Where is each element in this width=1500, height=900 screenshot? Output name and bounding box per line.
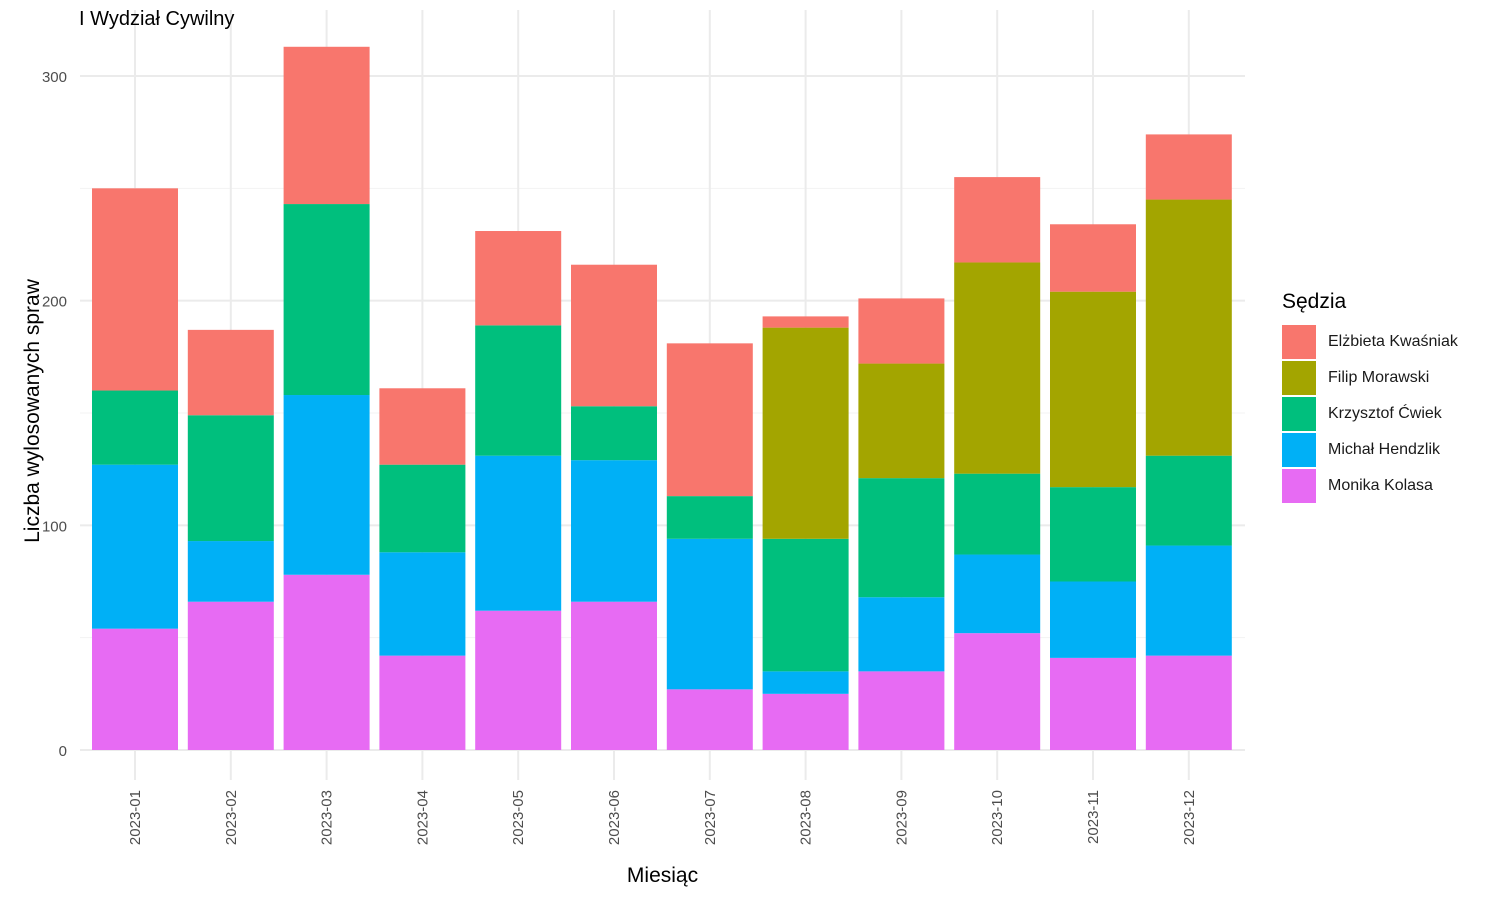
bar-segment	[1145, 199, 1232, 456]
bar-segment	[762, 327, 849, 539]
x-axis-label: Miesiąc	[626, 864, 699, 887]
legend-label: Filip Morawski	[1328, 369, 1430, 386]
legend-swatch	[1282, 397, 1316, 431]
x-tick-labels: 2023-01 2023-02 2023-03 2023-04 2023-05 2023-…	[127, 790, 1198, 845]
bar-segment	[954, 262, 1041, 474]
x-tick-label: 2023-10	[989, 790, 1006, 845]
bar-segment	[762, 671, 849, 694]
bar-segment	[858, 671, 945, 750]
legend: Sędzia Elżbieta Kwaśniak Filip Morawski Kr…	[1282, 290, 1458, 504]
legend-item: Filip Morawski	[1282, 360, 1458, 396]
legend-swatch	[1282, 361, 1316, 395]
bar-segment	[475, 455, 562, 611]
bar-segment	[1050, 581, 1136, 658]
bar-segment	[475, 231, 562, 326]
bar-segment	[1050, 487, 1136, 582]
x-tick-label: 2023-06	[606, 790, 623, 845]
bar-segment	[1050, 291, 1136, 488]
bar-segment	[379, 388, 466, 465]
y-tick-label: 300	[42, 69, 67, 86]
bar-segment	[954, 177, 1041, 263]
legend-swatch	[1282, 469, 1316, 503]
bar-segment	[762, 693, 849, 750]
legend-title: Sędzia	[1282, 290, 1347, 313]
bar-segment	[1145, 455, 1232, 546]
bar-segment	[92, 628, 178, 750]
bar-segment	[187, 329, 274, 416]
legend-swatch	[1282, 433, 1316, 467]
bar-segment	[1050, 224, 1136, 292]
legend-item: Michał Hendzlik	[1282, 432, 1458, 468]
bar-segment	[762, 538, 849, 672]
legend-label: Monika Kolasa	[1328, 477, 1433, 494]
x-tick-label: 2023-09	[893, 790, 910, 845]
bar-segment	[187, 601, 274, 750]
y-tick-label: 200	[42, 294, 67, 311]
bar-segment	[379, 552, 466, 656]
legend-item: Krzysztof Ćwiek	[1282, 396, 1458, 432]
bar-segment	[666, 689, 753, 750]
y-axis-label: Liczba wylosowanych spraw	[21, 279, 44, 543]
chart-title: I Wydział Cywilny	[79, 8, 235, 30]
legend-swatch	[1282, 325, 1316, 359]
bar-segment	[858, 298, 945, 364]
legend-item: Monika Kolasa	[1282, 468, 1458, 504]
bar-segment	[92, 390, 178, 465]
y-tick-labels: 0 100 200 300	[42, 69, 67, 760]
x-tick-label: 2023-12	[1181, 790, 1198, 845]
bar-segment	[666, 538, 753, 690]
bar-segment	[954, 473, 1041, 555]
bar-segment	[762, 316, 849, 328]
bar-stack-group	[92, 46, 1232, 750]
x-tick-label: 2023-03	[319, 790, 336, 845]
bar-segment	[858, 363, 945, 479]
bar-segment	[858, 597, 945, 672]
bar-segment	[858, 478, 945, 598]
bar-segment	[92, 464, 178, 629]
bar-segment	[187, 541, 274, 602]
bar-segment	[379, 464, 466, 553]
bar-segment	[92, 188, 178, 391]
bar-segment	[379, 655, 466, 750]
bar-segment	[1145, 545, 1232, 656]
y-tick-label: 100	[42, 518, 67, 535]
x-tick-label: 2023-04	[414, 790, 431, 845]
bar-segment	[475, 610, 562, 750]
x-tick-label: 2023-07	[702, 790, 719, 845]
legend-items: Elżbieta Kwaśniak Filip Morawski Krzysztof…	[1282, 324, 1458, 504]
bar-segment	[187, 415, 274, 542]
bar-segment	[571, 601, 657, 750]
legend-label: Krzysztof Ćwiek	[1328, 405, 1442, 422]
bar-segment	[571, 406, 657, 461]
legend-item: Elżbieta Kwaśniak	[1282, 324, 1458, 360]
x-tick-label: 2023-05	[510, 790, 527, 845]
legend-label: Michał Hendzlik	[1328, 441, 1441, 458]
bar-segment	[283, 46, 370, 205]
bar-segment	[1145, 655, 1232, 750]
bar-segment	[666, 343, 753, 497]
bar-segment	[283, 395, 370, 575]
x-tick-label: 2023-02	[223, 790, 240, 845]
bar-segment	[666, 496, 753, 539]
bar-segment	[954, 554, 1041, 634]
legend-label: Elżbieta Kwaśniak	[1328, 333, 1458, 350]
bar-segment	[571, 264, 657, 407]
bar-segment	[283, 204, 370, 396]
y-tick-label: 0	[59, 743, 67, 760]
x-tick-label: 2023-11	[1085, 790, 1102, 844]
x-tick-label: 2023-01	[127, 790, 144, 845]
bar-segment	[475, 325, 562, 456]
x-tick-label: 2023-08	[798, 790, 815, 845]
bar-segment	[571, 460, 657, 602]
bar-segment	[1145, 134, 1232, 200]
bar-segment	[954, 633, 1041, 750]
bar-segment	[283, 574, 370, 750]
bar-segment	[1050, 657, 1136, 750]
